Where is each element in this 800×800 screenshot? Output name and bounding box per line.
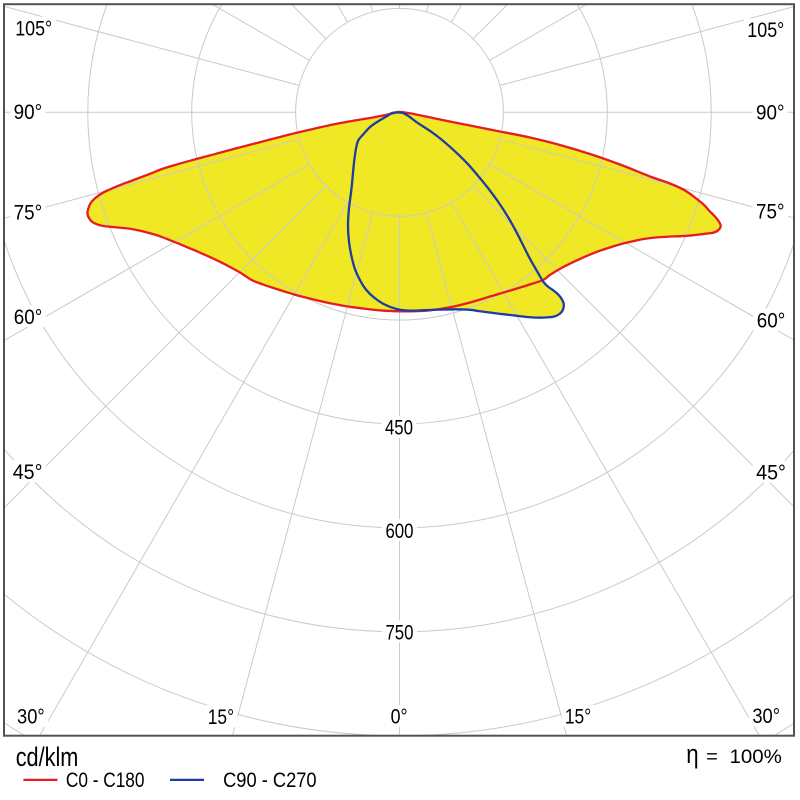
svg-text:cd/klm: cd/klm	[16, 742, 79, 772]
svg-text:100%: 100%	[730, 746, 782, 768]
svg-text:η: η	[686, 739, 698, 769]
svg-text:45°: 45°	[756, 460, 786, 485]
svg-text:15°: 15°	[565, 704, 591, 729]
svg-text:75°: 75°	[756, 199, 785, 224]
svg-text:750: 750	[385, 619, 413, 644]
svg-text:60°: 60°	[757, 307, 786, 332]
svg-text:15°: 15°	[208, 704, 234, 729]
svg-text:45°: 45°	[13, 459, 43, 484]
svg-text:105°: 105°	[15, 15, 52, 40]
svg-text:0°: 0°	[391, 704, 408, 729]
svg-text:450: 450	[385, 415, 413, 440]
svg-text:75°: 75°	[14, 199, 43, 224]
svg-text:60°: 60°	[14, 304, 43, 329]
svg-text:90°: 90°	[756, 99, 785, 124]
svg-text:30°: 30°	[17, 704, 45, 729]
svg-text:600: 600	[385, 518, 413, 543]
svg-text:C0 - C180: C0 - C180	[66, 767, 145, 792]
svg-text:30°: 30°	[752, 703, 780, 728]
svg-text:105°: 105°	[747, 17, 784, 42]
svg-text:=: =	[706, 746, 718, 768]
svg-text:90°: 90°	[14, 99, 43, 124]
svg-text:C90 - C270: C90 - C270	[223, 767, 317, 792]
